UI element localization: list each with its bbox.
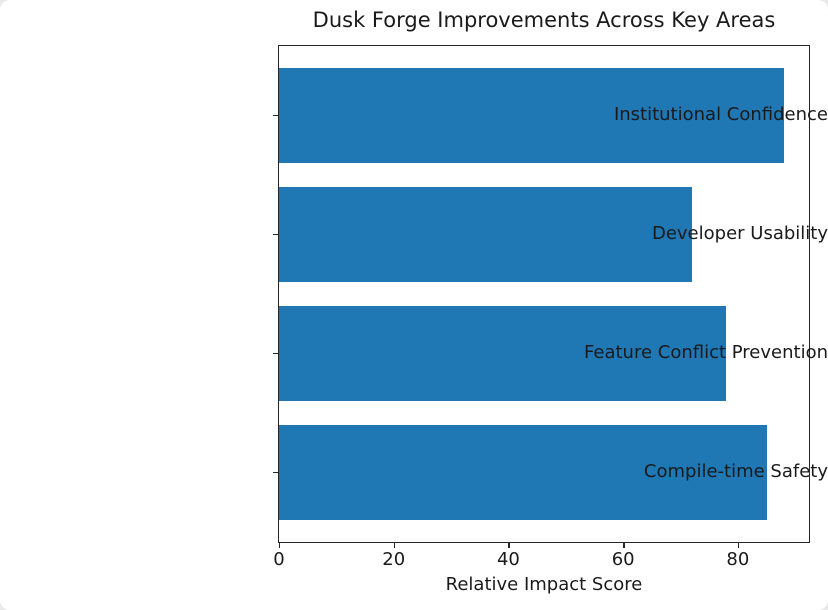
y-tick-mark — [273, 471, 278, 473]
y-tick-mark — [273, 352, 278, 354]
y-axis-label: Feature Conflict Prevention — [584, 341, 828, 363]
chart-bar — [279, 425, 767, 520]
y-axis-label: Compile-time Safety — [643, 460, 828, 482]
chart-bar — [279, 306, 727, 401]
x-tick-label: 60 — [611, 549, 635, 570]
chart-bar — [279, 68, 784, 163]
x-tick-label: 80 — [726, 549, 750, 570]
y-axis-label: Institutional Confidence — [613, 103, 828, 125]
x-tick-label: 20 — [382, 549, 406, 570]
x-tick-mark — [737, 543, 740, 548]
x-tick-label: 40 — [496, 549, 520, 570]
y-tick-mark — [273, 114, 278, 116]
x-tick-mark — [623, 543, 625, 548]
y-axis-label: Developer Usability — [651, 222, 828, 244]
x-tick-label: 0 — [273, 549, 285, 570]
plot-area — [278, 45, 810, 543]
x-axis-title: Relative Impact Score — [445, 574, 643, 595]
chart-bar — [279, 187, 692, 282]
y-tick-mark — [273, 233, 278, 235]
chart-title: Dusk Forge Improvements Across Key Areas — [312, 8, 776, 32]
x-tick-mark — [279, 543, 281, 548]
x-tick-mark — [393, 543, 396, 548]
x-tick-mark — [508, 543, 510, 548]
